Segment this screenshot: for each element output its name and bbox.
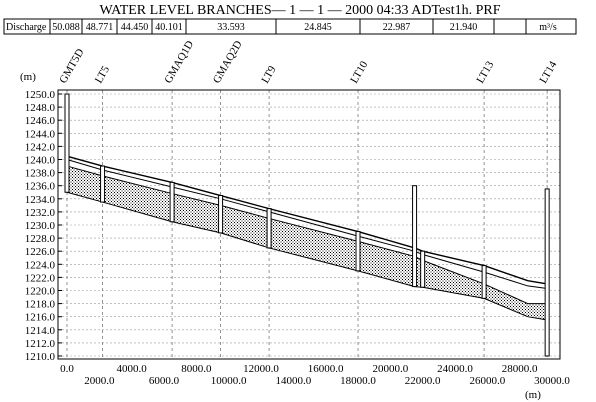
discharge-value: 50.088	[52, 22, 80, 33]
y-tick-label: 1226.0	[25, 246, 56, 258]
x-tick-label: 20000.0	[372, 363, 408, 375]
y-tick-label: 1222.0	[25, 272, 56, 284]
y-tick-label: 1244.0	[25, 128, 56, 140]
y-tick-label: 1228.0	[25, 233, 56, 245]
y-tick-label: 1212.0	[25, 338, 56, 350]
structure-bar	[218, 195, 224, 234]
x-tick-label: 18000.0	[340, 375, 376, 387]
chart-title: WATER LEVEL BRANCHES— 1 — 1 — 2000 04:33…	[99, 3, 500, 18]
x-tick-label: 30000.0	[534, 375, 570, 387]
y-tick-label: 1218.0	[25, 299, 56, 311]
x-tick-label: 28000.0	[502, 363, 538, 375]
y-tick-label: 1242.0	[25, 141, 56, 153]
station-label: LT10	[348, 59, 370, 86]
x-tick-label: 12000.0	[243, 363, 279, 375]
x-ticks: 0.0 4000.0 8000.0 12000.0 16000.0 20000.0 2400…	[60, 363, 570, 387]
station-label: GMT5D	[57, 47, 86, 86]
series-line	[66, 159, 548, 290]
grid	[58, 90, 560, 359]
sediment-fill	[67, 166, 548, 320]
y-tick-label: 1232.0	[25, 207, 56, 219]
y-tick-label: 1238.0	[25, 168, 56, 180]
structures	[64, 93, 550, 357]
station-label: LT9	[259, 64, 279, 86]
discharge-box	[3, 18, 577, 35]
x-tick-label: 4000.0	[117, 363, 148, 375]
x-tick-label: 24000.0	[437, 363, 473, 375]
discharge-value: 48.771	[86, 22, 114, 33]
x-axis-unit: (m)	[525, 389, 541, 401]
series-line	[66, 155, 548, 285]
plot-frame	[57, 89, 561, 360]
y-tick-label: 1224.0	[25, 259, 56, 271]
discharge-value: 22.987	[383, 22, 411, 33]
structure-bar	[266, 208, 272, 249]
x-tick-label: 8000.0	[181, 363, 212, 375]
discharge-value: 40.101	[155, 22, 183, 33]
station-labels: GMT5D LT5 GMAQ1D GMAQ2D LT9 LT10 LT13 LT14	[57, 39, 560, 86]
x-tick-label: 16000.0	[308, 363, 344, 375]
structure-bar	[64, 93, 70, 193]
structure-bar	[355, 231, 361, 272]
discharge-table: Discharge m³/s	[3, 18, 577, 35]
discharge-unit: m³/s	[539, 22, 557, 33]
structure-bar	[544, 188, 550, 357]
y-axis-unit: (m)	[20, 71, 36, 83]
structure-bar	[100, 165, 106, 203]
station-label: LT14	[537, 59, 559, 86]
x-tick-label: 26000.0	[469, 375, 505, 387]
station-label: GMAQ1D	[162, 39, 196, 86]
discharge-label: Discharge	[6, 22, 47, 33]
x-tick-label: 22000.0	[405, 375, 441, 387]
discharge-value: 33.593	[217, 22, 245, 33]
y-tick-label: 1240.0	[25, 155, 56, 167]
discharge-value: 21.940	[450, 22, 478, 33]
y-tick-label: 1246.0	[25, 115, 56, 127]
structure-bar	[412, 185, 418, 288]
sediment-band	[67, 166, 548, 320]
station-label: LT13	[474, 59, 496, 86]
x-tick-label: 2000.0	[84, 375, 115, 387]
y-tick-label: 1248.0	[25, 102, 56, 114]
structure-bar	[420, 250, 426, 288]
y-tick-label: 1220.0	[25, 286, 56, 298]
discharge-value: 24.845	[304, 22, 332, 33]
x-tick-label: 6000.0	[149, 375, 180, 387]
discharge-values: 50.088 48.771 44.450 40.101 33.593 24.845 22.9…	[49, 19, 527, 34]
station-label: LT5	[93, 64, 113, 86]
y-tick-label: 1214.0	[25, 325, 56, 337]
x-tick-label: 10000.0	[211, 375, 247, 387]
discharge-value: 44.450	[121, 22, 149, 33]
y-tick-label: 1236.0	[25, 181, 56, 193]
x-tick-label: 0.0	[60, 363, 74, 375]
y-tick-label: 1230.0	[25, 220, 56, 232]
structure-bar	[169, 181, 175, 223]
x-tick-label: 14000.0	[275, 375, 311, 387]
structure-bar	[481, 265, 487, 299]
y-tick-label: 1210.0	[25, 351, 56, 363]
y-tick-label: 1216.0	[25, 312, 56, 324]
y-tick-label: 1250.0	[25, 89, 56, 101]
station-label: GMAQ2D	[211, 39, 245, 86]
y-tick-label: 1234.0	[25, 194, 56, 206]
